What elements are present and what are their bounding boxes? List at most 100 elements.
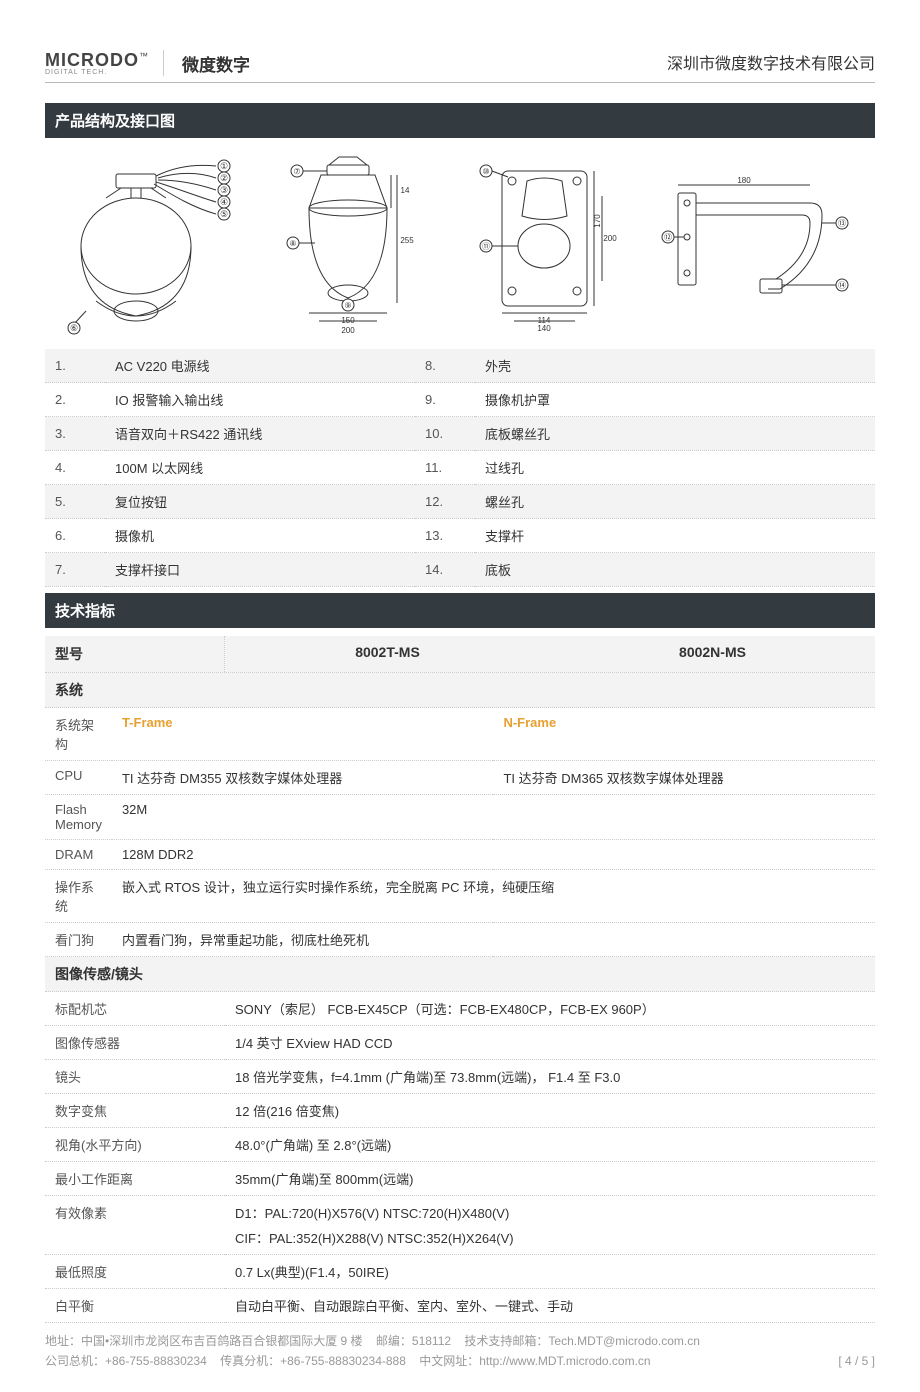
spec-row: 标配机芯SONY（索尼） FCB-EX45CP（可选：FCB-EX480CP，F…: [45, 992, 875, 1026]
logo-sub: DIGITAL TECH.: [45, 69, 107, 76]
diagram-dome-left: ① ② ③ ④ ⑤ ⑥: [66, 156, 236, 336]
spec-row: DRAM128M DDR2: [45, 840, 875, 870]
spec-key: Flash Memory: [45, 795, 112, 840]
spec-val: 自动白平衡、自动跟踪白平衡、室内、室外、一键式、手动: [225, 1289, 875, 1323]
spec-val: 128M DDR2: [112, 840, 875, 870]
footer-address: 地址：中国•深圳市龙岗区布吉百鸽路百合银都国际大厦 9 楼: [45, 1334, 363, 1348]
sys-table: 系统架构T-FrameN-FrameCPUTI 达芬奇 DM355 双核数字媒体…: [45, 708, 875, 957]
svg-text:180: 180: [737, 176, 751, 185]
company-name: 深圳市微度数字技术有限公司: [667, 50, 875, 74]
part-num: 11.: [415, 451, 475, 485]
spec-row: 系统架构T-FrameN-Frame: [45, 708, 875, 761]
parts-row: 1.AC V220 电源线8.外壳: [45, 349, 875, 383]
footer-fax: 传真分机：+86-755-88830234-888: [220, 1354, 406, 1368]
page-number: [ 4 / 5 ]: [838, 1351, 875, 1371]
svg-text:170: 170: [593, 213, 602, 227]
svg-text:②: ②: [219, 173, 227, 183]
svg-text:⑤: ⑤: [219, 209, 227, 219]
footer-line1: 地址：中国•深圳市龙岗区布吉百鸽路百合银都国际大厦 9 楼 邮编：518112 …: [45, 1331, 875, 1351]
parts-row: 6.摄像机13.支撑杆: [45, 519, 875, 553]
logo: MICRODO™ DIGITAL TECH.: [45, 50, 164, 76]
spec-key: 数字变焦: [45, 1094, 225, 1128]
part-label: 支撑杆接口: [105, 553, 415, 587]
svg-text:⑥: ⑥: [69, 323, 77, 333]
part-label: 摄像机护罩: [475, 383, 875, 417]
product-diagram: ① ② ③ ④ ⑤ ⑥ 14255 150200: [49, 148, 871, 343]
img-header: 图像传感/镜头: [45, 957, 875, 992]
model-header: 型号: [45, 636, 225, 672]
spec-val: TI 达芬奇 DM365 双核数字媒体处理器: [493, 761, 875, 795]
parts-row: 3.语音双向＋RS422 通讯线10.底板螺丝孔: [45, 417, 875, 451]
logo-main: MICRODO™: [45, 50, 149, 71]
spec-row: 图像传感器1/4 英寸 EXview HAD CCD: [45, 1026, 875, 1060]
model-row: 型号 8002T-MS 8002N-MS: [45, 636, 875, 673]
parts-row: 2.IO 报警输入输出线9.摄像机护罩: [45, 383, 875, 417]
part-num: 2.: [45, 383, 105, 417]
part-num: 6.: [45, 519, 105, 553]
logo-tm: ™: [139, 51, 149, 61]
part-num: 8.: [415, 349, 475, 383]
parts-table: 1.AC V220 电源线8.外壳2.IO 报警输入输出线9.摄像机护罩3.语音…: [45, 349, 875, 587]
part-num: 1.: [45, 349, 105, 383]
diagram-dome-side: 14255 150200 ⑦ ⑧ ⑨: [279, 153, 429, 338]
part-label: 外壳: [475, 349, 875, 383]
part-num: 5.: [45, 485, 105, 519]
svg-text:⑭: ⑭: [838, 281, 846, 290]
spec-val: 嵌入式 RTOS 设计，独立运行实时操作系统，完全脱离 PC 环境，纯硬压缩: [112, 870, 875, 923]
header-left: MICRODO™ DIGITAL TECH. 微度数字: [45, 50, 250, 76]
spec-val: SONY（索尼） FCB-EX45CP（可选：FCB-EX480CP，FCB-E…: [225, 992, 875, 1026]
spec-val: 32M: [112, 795, 875, 840]
spec-row: 最低照度0.7 Lx(典型)(F1.4，50IRE): [45, 1255, 875, 1289]
svg-text:③: ③: [219, 185, 227, 195]
model-col1: 8002T-MS: [225, 636, 550, 672]
spec-row: CPUTI 达芬奇 DM355 双核数字媒体处理器TI 达芬奇 DM365 双核…: [45, 761, 875, 795]
spec-key: 系统架构: [45, 708, 112, 761]
part-label: 100M 以太网线: [105, 451, 415, 485]
svg-text:140: 140: [537, 324, 551, 331]
spec-key: 图像传感器: [45, 1026, 225, 1060]
svg-text:200: 200: [341, 326, 355, 335]
part-num: 9.: [415, 383, 475, 417]
spec-row: 操作系统嵌入式 RTOS 设计，独立运行实时操作系统，完全脱离 PC 环境，纯硬…: [45, 870, 875, 923]
spec-val: 12 倍(216 倍变焦): [225, 1094, 875, 1128]
svg-text:①: ①: [219, 161, 227, 171]
svg-text:⑫: ⑫: [664, 233, 672, 242]
part-label: 螺丝孔: [475, 485, 875, 519]
part-label: 底板螺丝孔: [475, 417, 875, 451]
spec-row: 白平衡自动白平衡、自动跟踪白平衡、室内、室外、一键式、手动: [45, 1289, 875, 1323]
spec-key: 标配机芯: [45, 992, 225, 1026]
spec-val: 内置看门狗，异常重起功能，彻底杜绝死机: [112, 923, 875, 957]
spec-row: 有效像素D1：PAL:720(H)X576(V) NTSC:720(H)X480…: [45, 1196, 875, 1255]
spec-val: N-Frame: [493, 708, 875, 761]
part-label: 支撑杆: [475, 519, 875, 553]
img-table: 标配机芯SONY（索尼） FCB-EX45CP（可选：FCB-EX480CP，F…: [45, 992, 875, 1323]
spec-key: DRAM: [45, 840, 112, 870]
parts-row: 7.支撑杆接口14.底板: [45, 553, 875, 587]
part-label: 摄像机: [105, 519, 415, 553]
page-header: MICRODO™ DIGITAL TECH. 微度数字 深圳市微度数字技术有限公…: [45, 50, 875, 83]
part-label: AC V220 电源线: [105, 349, 415, 383]
spec-row: 数字变焦12 倍(216 倍变焦): [45, 1094, 875, 1128]
part-num: 10.: [415, 417, 475, 451]
part-label: IO 报警输入输出线: [105, 383, 415, 417]
spec-val: 0.7 Lx(典型)(F1.4，50IRE): [225, 1255, 875, 1289]
spec-val: 48.0°(广角端) 至 2.8°(远端): [225, 1128, 875, 1162]
part-num: 12.: [415, 485, 475, 519]
spec-row: 看门狗内置看门狗，异常重起功能，彻底杜绝死机: [45, 923, 875, 957]
spec-row: 视角(水平方向)48.0°(广角端) 至 2.8°(远端): [45, 1128, 875, 1162]
diagram-plate: 114140 200170 ⑩ ⑪: [472, 161, 617, 331]
spec-val: 1/4 英寸 EXview HAD CCD: [225, 1026, 875, 1060]
spec-val: TI 达芬奇 DM355 双核数字媒体处理器: [112, 761, 494, 795]
part-label: 语音双向＋RS422 通讯线: [105, 417, 415, 451]
svg-text:⑧: ⑧: [289, 239, 296, 248]
part-label: 复位按钮: [105, 485, 415, 519]
diagram-bracket: 180 ⑫ ⑬ ⑭: [660, 173, 855, 318]
svg-text:④: ④: [219, 197, 227, 207]
part-num: 7.: [45, 553, 105, 587]
logo-text: MICRODO: [45, 50, 139, 70]
spec-row: 最小工作距离35mm(广角端)至 800mm(远端): [45, 1162, 875, 1196]
spec-key: 看门狗: [45, 923, 112, 957]
sys-header: 系统: [45, 673, 875, 708]
spec-key: 白平衡: [45, 1289, 225, 1323]
spec-key: 有效像素: [45, 1196, 225, 1255]
